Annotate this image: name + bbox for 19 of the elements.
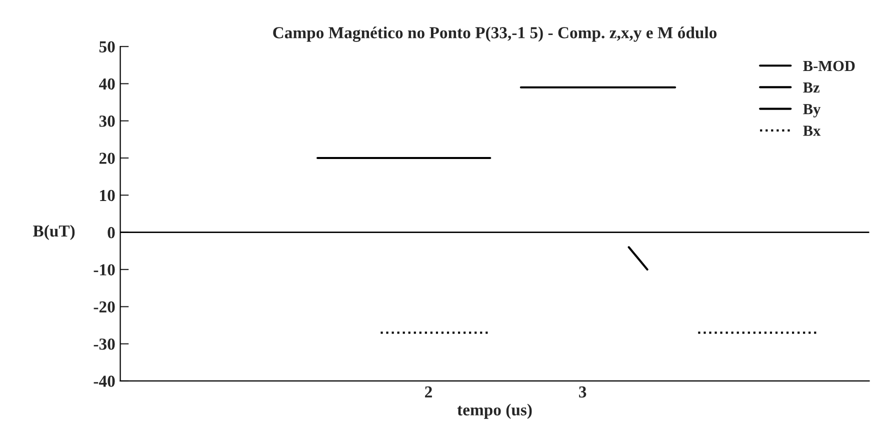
x-tick-label: 3 xyxy=(579,386,586,398)
y-tick-label: 0 xyxy=(108,227,115,238)
y-tick-label: 50 xyxy=(99,41,115,52)
legend-label: Bx xyxy=(803,126,821,136)
legend-label: By xyxy=(803,104,821,118)
y-axis-title: B(uT) xyxy=(33,224,75,240)
y-tick-label: 10 xyxy=(100,190,115,202)
legend-label: B-MOD xyxy=(803,60,855,72)
y-tick-label: -20 xyxy=(94,301,115,313)
y-tick-label: -30 xyxy=(94,338,115,350)
y-tick-label: 30 xyxy=(99,116,115,127)
y-tick-label: -10 xyxy=(94,264,115,276)
chart-title: Campo Magnético no Ponto P(33,-1 5) - Comp. z,x,y e M ódulo xyxy=(273,26,717,42)
x-tick-label: 2 xyxy=(425,386,432,398)
y-tick-label: -40 xyxy=(94,376,115,387)
x-axis-title: tempo (us) xyxy=(457,404,532,419)
legend-label: Bz xyxy=(803,82,820,93)
y-tick-label: 20 xyxy=(99,152,115,164)
y-tick-label: 40 xyxy=(98,78,115,90)
